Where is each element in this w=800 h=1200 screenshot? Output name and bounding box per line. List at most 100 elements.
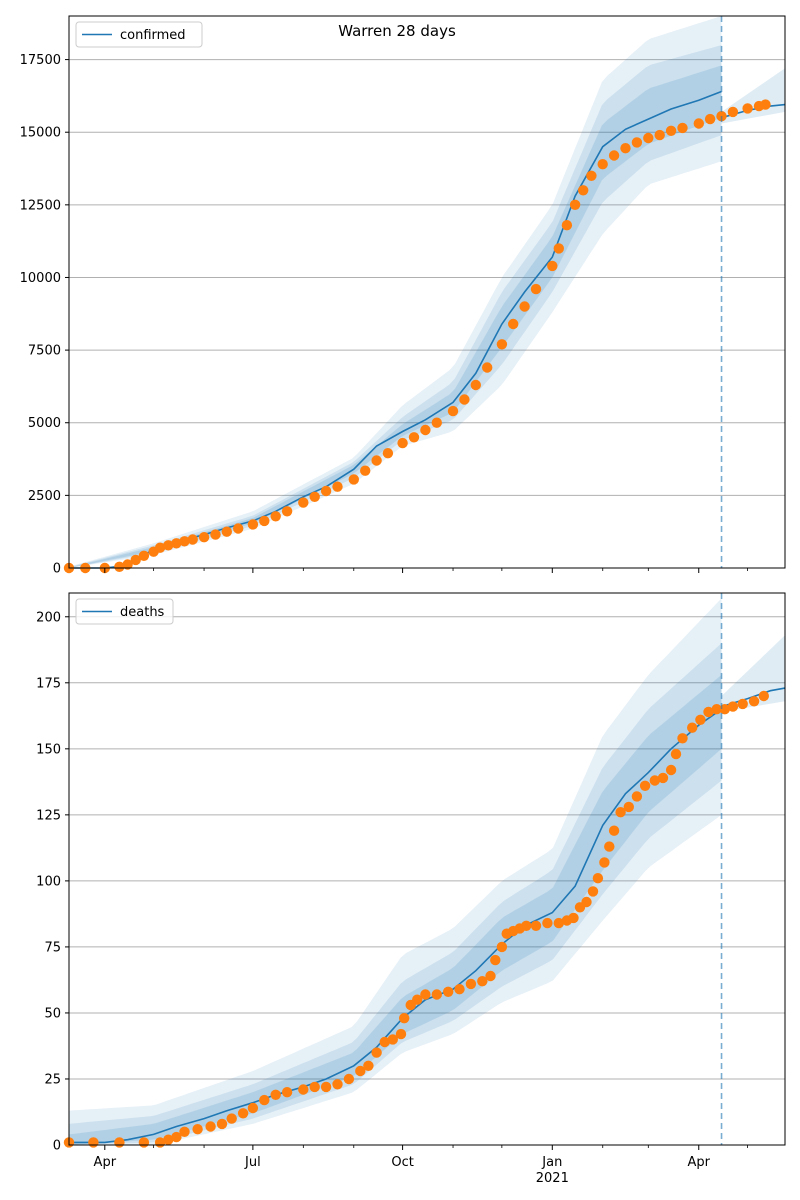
observed-point: [355, 1065, 366, 1077]
observed-point: [320, 1081, 332, 1093]
observed-point: [412, 994, 423, 1005]
observed-point: [623, 801, 634, 813]
observed-point: [259, 1094, 270, 1106]
observed-point: [382, 448, 394, 459]
credible-band: [69, 16, 722, 568]
y-tick-label: 200: [36, 610, 61, 625]
observed-point: [443, 986, 454, 997]
observed-point: [343, 1073, 355, 1085]
observed-point: [247, 519, 259, 530]
observed-point: [490, 954, 501, 966]
credible-band: [69, 598, 722, 1145]
y-tick-label: 17500: [20, 53, 61, 68]
observed-point: [179, 536, 190, 547]
observed-point: [309, 491, 320, 502]
axes-frame: [68, 15, 786, 569]
observed-point: [568, 912, 579, 924]
observed-point: [693, 118, 704, 129]
observed-point: [727, 701, 739, 712]
observed-point: [553, 917, 564, 929]
x-tick-label: Apr: [94, 1155, 117, 1170]
observed-point: [320, 485, 332, 497]
observed-point: [581, 896, 592, 908]
observed-point: [639, 780, 651, 791]
observed-point: [553, 243, 564, 254]
credible-band: [69, 65, 722, 569]
observed-point: [470, 379, 481, 391]
observed-point: [114, 561, 125, 572]
observed-point: [727, 106, 739, 118]
observed-point: [399, 1013, 410, 1024]
y-tick-label: 5000: [28, 416, 61, 431]
observed-point: [270, 1089, 281, 1101]
observed-point: [665, 125, 677, 136]
observed-point: [742, 103, 753, 114]
observed-point: [247, 1102, 259, 1114]
observed-point: [226, 1113, 237, 1124]
observed-point: [578, 185, 589, 196]
axes-frame: [68, 592, 786, 1146]
observed-point: [631, 791, 643, 802]
observed-point: [122, 559, 133, 570]
observed-point: [695, 714, 706, 725]
observed-point: [298, 497, 309, 508]
observed-point: [542, 917, 553, 929]
observed-point: [408, 432, 420, 443]
observed-point: [604, 841, 615, 852]
y-tick-label: 10000: [20, 271, 61, 286]
observed-point: [547, 260, 558, 272]
legend: confirmed: [75, 21, 203, 48]
observed-point: [758, 690, 769, 702]
observed-point: [677, 122, 688, 134]
y-tick-label: 50: [44, 1006, 61, 1021]
observed-point: [687, 722, 698, 733]
observed-point: [599, 857, 610, 868]
observed-point: [221, 526, 232, 537]
observed-point: [179, 1126, 190, 1138]
legend-label: confirmed: [120, 28, 186, 43]
observed-point: [88, 1137, 99, 1148]
observed-point: [397, 437, 408, 449]
observed-point: [332, 1079, 343, 1090]
observed-point: [654, 129, 665, 141]
observed-point: [371, 455, 382, 466]
observed-point: [130, 554, 141, 566]
observed-point: [233, 523, 244, 534]
observed-point: [138, 1137, 150, 1148]
observed-point: [348, 474, 359, 485]
observed-point: [171, 1131, 182, 1143]
x-tick-label: Jul: [244, 1155, 261, 1170]
observed-point: [704, 113, 716, 125]
observed-point: [454, 984, 465, 995]
observed-point: [431, 417, 442, 428]
observed-point: [163, 540, 174, 551]
observed-point: [737, 698, 748, 710]
y-tick-label: 125: [36, 808, 61, 823]
observed-point: [360, 465, 371, 476]
observed-point: [431, 989, 442, 1000]
observed-point: [477, 976, 488, 987]
legend-box: [75, 598, 174, 625]
observed-point: [192, 1124, 203, 1135]
observed-point: [615, 807, 626, 818]
y-tick-label: 75: [44, 940, 61, 955]
legend-label: deaths: [120, 605, 165, 620]
observed-point: [631, 137, 643, 148]
observed-point: [154, 542, 166, 553]
observed-point: [587, 886, 599, 897]
observed-point: [371, 1047, 382, 1058]
observed-point: [561, 220, 573, 231]
y-tick-label: 12500: [20, 198, 61, 213]
observed-point: [521, 920, 532, 931]
observed-point: [748, 696, 760, 707]
figure-title: Warren 28 days: [338, 22, 456, 40]
observed-point: [569, 199, 581, 210]
observed-point: [677, 733, 688, 744]
observed-point: [485, 970, 496, 982]
legend-box: [75, 21, 203, 48]
observed-point: [496, 941, 508, 953]
y-tick-label: 7500: [28, 344, 61, 359]
observed-point: [163, 1134, 174, 1145]
